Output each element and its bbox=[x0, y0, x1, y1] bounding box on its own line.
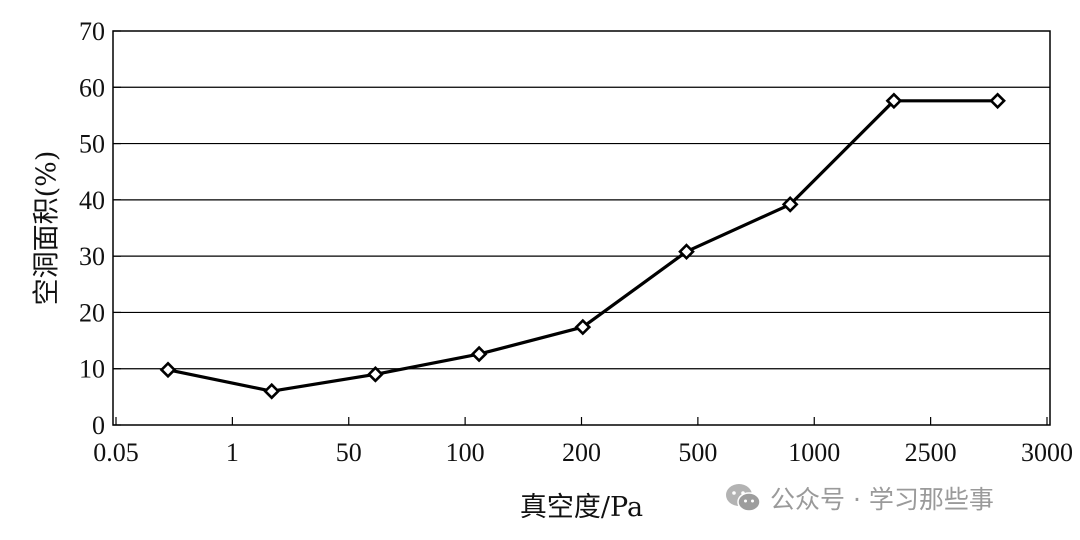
x-tick-label: 3000 bbox=[1021, 438, 1073, 467]
plot-frame bbox=[112, 30, 1051, 426]
x-tick-label: 100 bbox=[446, 438, 485, 467]
x-axis-title: 真空度/Pa bbox=[520, 492, 643, 523]
x-tick-label: 200 bbox=[562, 438, 601, 467]
data-point-marker bbox=[470, 345, 488, 363]
y-tick-label: 70 bbox=[79, 17, 105, 46]
wechat-icon bbox=[726, 484, 761, 512]
data-point-marker bbox=[781, 196, 799, 213]
x-tick-label: 2500 bbox=[905, 438, 957, 467]
x-tick-label: 1000 bbox=[788, 438, 840, 467]
series-line bbox=[167, 99, 998, 393]
y-tick-label: 0 bbox=[92, 411, 105, 440]
y-tick-label: 10 bbox=[79, 355, 105, 384]
data-point-marker bbox=[574, 318, 592, 336]
y-tick-label: 50 bbox=[79, 130, 105, 159]
x-tick-label: 1 bbox=[226, 438, 239, 467]
x-tick-label: 500 bbox=[678, 438, 717, 467]
data-point-marker bbox=[678, 243, 695, 260]
data-point-marker bbox=[989, 92, 1006, 110]
y-axis-title: 空洞面积(%) bbox=[31, 151, 62, 306]
watermark: 公众号 · 学习那些事 bbox=[724, 478, 994, 518]
data-point-marker bbox=[885, 92, 903, 110]
horizontal-gridlines bbox=[113, 86, 1050, 370]
y-axis: 0 10 20 30 40 50 60 70 bbox=[79, 17, 121, 440]
y-tick-label: 30 bbox=[79, 242, 105, 271]
data-point-marker bbox=[159, 361, 177, 379]
x-tick-label: 50 bbox=[336, 438, 362, 467]
data-point-marker bbox=[367, 366, 384, 383]
watermark-text: 公众号 · 学习那些事 bbox=[770, 485, 994, 514]
data-series bbox=[159, 92, 1006, 400]
x-tick-label: 0.05 bbox=[93, 438, 139, 467]
y-tick-label: 20 bbox=[79, 298, 105, 327]
y-tick-label: 60 bbox=[79, 73, 105, 102]
y-tick-label: 40 bbox=[79, 186, 105, 215]
data-point-marker bbox=[263, 382, 281, 400]
x-axis: 0.05 1 50 100 200 500 1000 2500 3000 bbox=[93, 417, 1073, 467]
